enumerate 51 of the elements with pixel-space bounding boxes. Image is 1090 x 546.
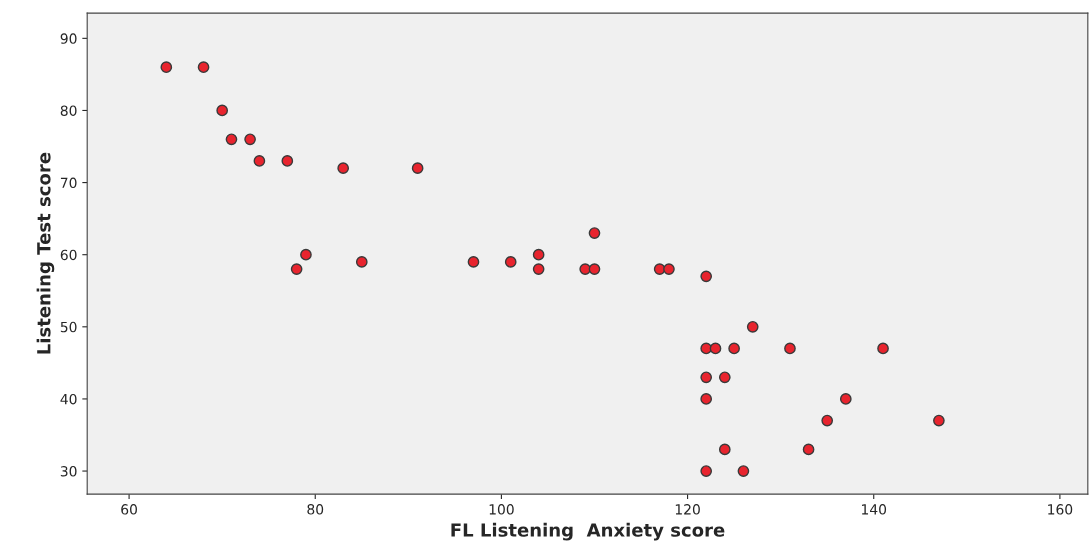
- x-tick-label: 120: [675, 504, 700, 515]
- point: [160, 61, 173, 74]
- x-tick-label: 60: [121, 504, 137, 515]
- point: [337, 162, 350, 175]
- point: [532, 263, 545, 275]
- x-tick-label: 140: [862, 504, 887, 515]
- point: [839, 393, 852, 405]
- y-tick-label: 50: [60, 321, 77, 333]
- point: [784, 342, 796, 355]
- point: [355, 256, 368, 268]
- point: [663, 263, 675, 275]
- point: [700, 465, 713, 477]
- point: [933, 414, 945, 427]
- point: [718, 443, 731, 456]
- y-tick-label: 90: [60, 33, 77, 44]
- point: [709, 342, 722, 355]
- point: [197, 61, 210, 74]
- point: [700, 371, 713, 384]
- point: [737, 465, 750, 477]
- point: [504, 256, 517, 268]
- y-tick-label: 40: [60, 393, 77, 405]
- y-tick-label: 30: [60, 466, 77, 477]
- point: [746, 320, 759, 333]
- point: [700, 393, 713, 405]
- point: [225, 133, 238, 146]
- x-tick-label: 100: [489, 504, 514, 515]
- point: [877, 342, 889, 355]
- point: [700, 270, 713, 283]
- y-tick-label: 80: [60, 105, 77, 116]
- point: [588, 263, 601, 275]
- point: [718, 371, 731, 384]
- point: [467, 256, 480, 268]
- point: [253, 155, 266, 167]
- point: [821, 414, 834, 427]
- point: [728, 342, 740, 355]
- point: [653, 263, 666, 275]
- y-tick-label: 70: [60, 177, 77, 189]
- x-tick-label: 80: [307, 504, 324, 515]
- point: [802, 443, 815, 456]
- y-axis-title: Listening Test score: [36, 152, 55, 354]
- point: [588, 227, 601, 239]
- point: [216, 104, 229, 117]
- point: [300, 248, 312, 261]
- point: [281, 155, 294, 167]
- y-tick-label: 60: [60, 249, 77, 261]
- point: [290, 263, 303, 275]
- x-axis-title: FL Listening Anxiety score: [451, 522, 725, 541]
- point: [244, 133, 256, 146]
- point: [411, 162, 424, 175]
- x-tick-label: 160: [1048, 504, 1073, 515]
- point: [532, 248, 545, 261]
